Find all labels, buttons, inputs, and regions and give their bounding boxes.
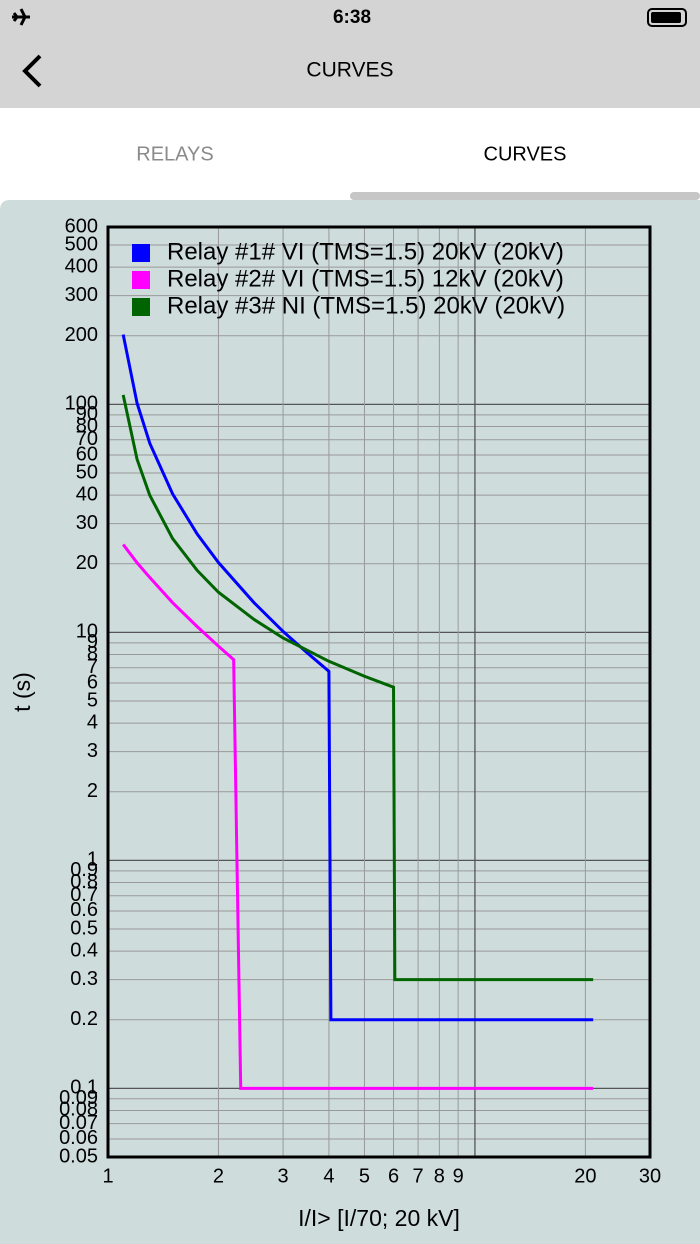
- y-tick-label: 3: [87, 740, 98, 762]
- y-tick-label: 400: [65, 255, 98, 277]
- y-tick-label: 200: [65, 324, 98, 346]
- nav-title: CURVES: [306, 59, 393, 82]
- tab[interactable]: RELAYS: [136, 143, 213, 165]
- y-tick-label: 300: [65, 284, 98, 306]
- plot-border: [106, 225, 652, 1159]
- x-tick-label: 8: [434, 1165, 445, 1187]
- legend-label: Relay #2# VI (TMS=1.5) 12kV (20kV): [167, 265, 564, 292]
- y-tick-label: 20: [76, 552, 98, 574]
- tab-indicator: [350, 192, 700, 200]
- battery-level: [651, 12, 681, 23]
- x-tick-label: 4: [323, 1165, 334, 1187]
- y-tick-label: 0.8: [70, 871, 98, 893]
- legend-swatch: [132, 244, 150, 262]
- y-tick-label: 40: [76, 483, 98, 505]
- y-tick-label: 600: [65, 215, 98, 237]
- y-tick-label: 4: [87, 711, 98, 733]
- series-line: [121, 543, 594, 1090]
- y-tick-label: 0.1: [70, 1077, 98, 1099]
- y-tick-label: 90: [76, 403, 98, 425]
- y-tick-label: 100: [65, 393, 98, 415]
- series-line: [121, 394, 594, 982]
- y-tick-label: 0.4: [70, 939, 98, 961]
- tab-bar: [0, 108, 700, 200]
- plot-area: [108, 227, 650, 1157]
- chart: t (s) I/I> [I/70; 20 kV] 0.050.060.070.0…: [9, 215, 661, 1231]
- series-line: [121, 334, 594, 1022]
- x-tick-label: 7: [413, 1165, 424, 1187]
- x-tick-label: 5: [359, 1165, 370, 1187]
- y-tick-label: 0.6: [70, 899, 98, 921]
- back-button[interactable]: [22, 54, 42, 88]
- y-tick-label: 500: [65, 233, 98, 255]
- y-axis-label: t (s): [9, 672, 35, 712]
- y-tick-label: 0.08: [59, 1099, 98, 1121]
- y-tick-label: 0.3: [70, 968, 98, 990]
- legend-label: Relay #1# VI (TMS=1.5) 20kV (20kV): [167, 238, 564, 265]
- x-axis-label: I/I> [I/70; 20 kV]: [298, 1205, 460, 1231]
- y-tick-label: 30: [76, 512, 98, 534]
- tab[interactable]: CURVES: [484, 143, 567, 165]
- x-tick-label: 1: [102, 1165, 113, 1187]
- battery-icon: [647, 8, 687, 27]
- y-tick-label: 8: [87, 643, 98, 665]
- x-tick-label: 20: [574, 1165, 596, 1187]
- y-tick-label: 10: [76, 621, 98, 643]
- x-tick-label: 3: [278, 1165, 289, 1187]
- y-tick-label: 7: [87, 656, 98, 678]
- x-tick-label: 6: [388, 1165, 399, 1187]
- status-time: 6:38: [333, 7, 371, 28]
- y-tick-label: 70: [76, 428, 98, 450]
- legend-swatch: [132, 271, 150, 289]
- y-tick-label: 0.2: [70, 1008, 98, 1030]
- y-tick-label: 0.09: [59, 1087, 98, 1109]
- y-tick-label: 9: [87, 631, 98, 653]
- y-tick-label: 6: [87, 671, 98, 693]
- x-tick-label: 2: [213, 1165, 224, 1187]
- y-tick-label: 5: [87, 689, 98, 711]
- y-tick-label: 0.7: [70, 884, 98, 906]
- y-tick-label: 80: [76, 415, 98, 437]
- y-tick-label: 50: [76, 461, 98, 483]
- y-tick-label: 0.5: [70, 917, 98, 939]
- y-tick-label: 0.07: [59, 1112, 98, 1134]
- y-tick-label: 0.9: [70, 859, 98, 881]
- x-tick-label: 9: [453, 1165, 464, 1187]
- x-tick-label: 30: [639, 1165, 661, 1187]
- y-tick-label: 1: [87, 849, 98, 871]
- y-tick-label: 2: [87, 780, 98, 802]
- legend-label: Relay #3# NI (TMS=1.5) 20kV (20kV): [167, 292, 565, 319]
- y-tick-label: 0.06: [59, 1127, 98, 1149]
- nav-bar: [0, 0, 700, 108]
- y-tick-label: 60: [76, 443, 98, 465]
- y-tick-label: 0.05: [59, 1145, 98, 1167]
- legend-swatch: [132, 298, 150, 316]
- airplane-icon: [12, 8, 30, 26]
